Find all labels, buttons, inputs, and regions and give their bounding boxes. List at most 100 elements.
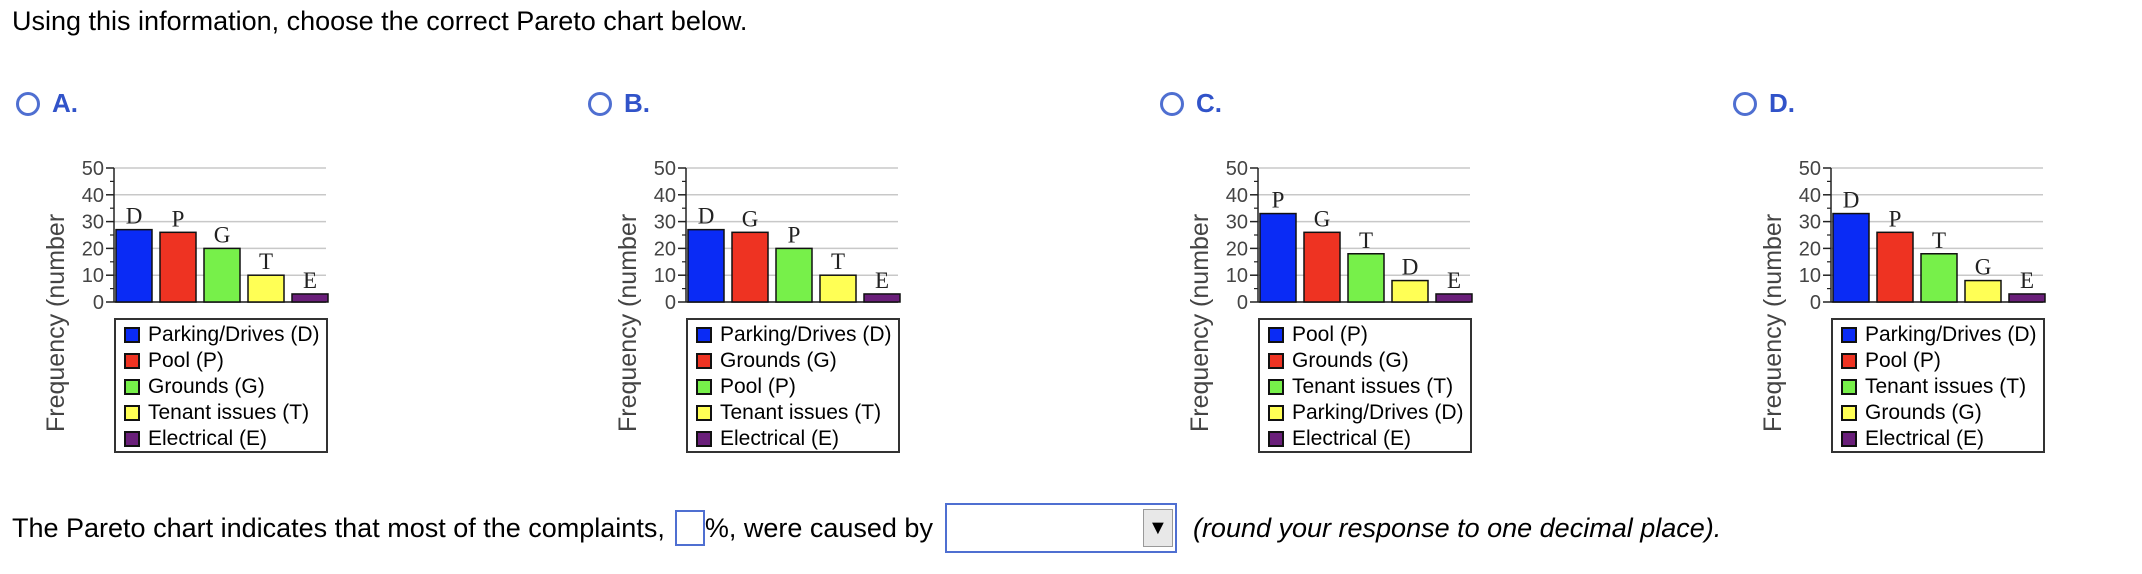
y-tick-label: 30 (82, 212, 104, 234)
y-tick-label: 0 (665, 292, 676, 314)
y-tick-label: 40 (82, 185, 104, 207)
option-c-header[interactable]: C. (1160, 88, 1222, 119)
legend-label: Grounds (G) (1292, 349, 1409, 372)
legend-swatch (1268, 405, 1284, 421)
legend-label: Pool (P) (148, 349, 224, 372)
option-b-letter[interactable]: B. (624, 88, 650, 118)
option-a-radio[interactable] (16, 91, 40, 116)
bar (159, 231, 197, 303)
y-tick-label: 40 (1226, 185, 1248, 207)
legend-item: Pool (P) (124, 348, 326, 374)
y-tick-label: 0 (1237, 292, 1248, 314)
legend-label: Electrical (E) (1865, 427, 1985, 450)
legend-label: Grounds (G) (148, 375, 265, 398)
y-tick-label: 10 (1226, 265, 1248, 287)
pareto-chart-b: 50 40 30 20 10 0 D G P T E (654, 158, 901, 314)
pareto-chart-a: 50 40 30 20 10 0 D P G T E (82, 158, 329, 314)
y-tick-label: 30 (1799, 212, 1821, 234)
y-tick-label: 40 (1799, 185, 1821, 207)
legend-item: Parking/Drives (D) (1268, 400, 1470, 426)
legend-label: Tenant issues (T) (720, 401, 882, 424)
y-tick-label: 10 (654, 265, 676, 287)
legend-item: Electrical (E) (124, 426, 326, 452)
bar-label: G (742, 206, 759, 231)
bar (115, 228, 153, 303)
legend-item: Pool (P) (1841, 348, 2043, 374)
dropdown-arrow-button[interactable]: ▼ (1142, 509, 1173, 547)
option-d-header[interactable]: D. (1733, 88, 1795, 119)
percent-input[interactable] (674, 510, 705, 546)
option-c-letter[interactable]: C. (1196, 88, 1222, 118)
bar-label: T (1932, 228, 1946, 253)
y-tick-label: 50 (82, 158, 104, 180)
bar-label: D (126, 204, 143, 229)
question-text: Using this information, choose the corre… (12, 6, 748, 36)
legend-item: Parking/Drives (D) (696, 322, 898, 348)
bar (1259, 212, 1297, 303)
legend-item: Electrical (E) (1841, 426, 2043, 452)
legend-item: Grounds (G) (1268, 348, 1470, 374)
chevron-down-icon: ▼ (1148, 516, 1168, 539)
legend-swatch (124, 405, 140, 421)
legend-swatch (124, 353, 140, 369)
legend-item: Grounds (G) (1841, 400, 2043, 426)
legend-label: Grounds (G) (1865, 401, 1982, 424)
bar (1391, 279, 1429, 303)
legend-item: Tenant issues (T) (1841, 374, 2043, 400)
option-b: B. Frequency (number 50 40 30 20 10 0 D G P T E Pa… (588, 82, 1148, 462)
legend-label: Electrical (E) (1292, 427, 1412, 450)
option-a: A. Frequency (number 50 40 30 20 10 0 D P G T E Pa… (16, 82, 576, 462)
option-a-letter[interactable]: A. (52, 88, 78, 118)
legend-item: Grounds (G) (124, 374, 326, 400)
bar-label: P (1272, 188, 1285, 213)
option-d-radio[interactable] (1733, 91, 1757, 116)
bar-label: G (214, 222, 231, 247)
legend-label: Tenant issues (T) (1865, 375, 2027, 398)
bar-label: E (2020, 268, 2034, 293)
option-b-radio[interactable] (588, 91, 612, 116)
bar-label: T (831, 249, 845, 274)
legend-item: Electrical (E) (1268, 426, 1470, 452)
y-tick-label: 10 (82, 265, 104, 287)
legend-item: Tenant issues (T) (124, 400, 326, 426)
legend-label: Pool (P) (720, 375, 796, 398)
y-tick-label: 40 (654, 185, 676, 207)
bar (1303, 231, 1341, 303)
option-b-header[interactable]: B. (588, 88, 650, 119)
legend-swatch (1841, 327, 1857, 343)
bar (863, 293, 901, 303)
answer-middle: %, were caused by (704, 512, 933, 543)
legend-label: Grounds (G) (720, 349, 837, 372)
legend-item: Tenant issues (T) (1268, 374, 1470, 400)
bar (2008, 293, 2046, 303)
bar (1964, 279, 2002, 303)
bar (203, 247, 241, 303)
legend-label: Electrical (E) (720, 427, 840, 450)
legend-swatch (1841, 379, 1857, 395)
option-c-radio[interactable] (1160, 91, 1184, 116)
legend-swatch (1268, 431, 1284, 447)
bar-label: T (1359, 228, 1373, 253)
y-tick-label: 50 (1799, 158, 1821, 180)
bar-label: G (1975, 255, 1992, 280)
y-tick-label: 30 (654, 212, 676, 234)
legend-label: Electrical (E) (148, 427, 268, 450)
y-tick-label: 20 (1226, 238, 1248, 260)
legend-swatch (1268, 327, 1284, 343)
option-d-letter[interactable]: D. (1769, 88, 1795, 118)
rounding-note: (round your response to one decimal plac… (1192, 512, 1722, 543)
answer-prefix: The Pareto chart indicates that most of … (12, 512, 665, 543)
legend-swatch (696, 327, 712, 343)
chart-legend-b: Parking/Drives (D) Grounds (G) Pool (P) Ten… (686, 318, 900, 453)
y-tick-label: 0 (1810, 292, 1821, 314)
bar (1435, 293, 1473, 303)
legend-swatch (1268, 353, 1284, 369)
bar-label: P (788, 222, 801, 247)
option-a-header[interactable]: A. (16, 88, 78, 119)
legend-label: Pool (P) (1865, 349, 1941, 372)
option-d: D. Frequency (number 50 40 30 20 10 0 D P T G E Pa… (1733, 82, 2142, 462)
bar-label: D (1843, 188, 1860, 213)
cause-dropdown[interactable]: ▼ (944, 503, 1177, 553)
bar-label: D (698, 204, 715, 229)
y-tick-label: 20 (654, 238, 676, 260)
